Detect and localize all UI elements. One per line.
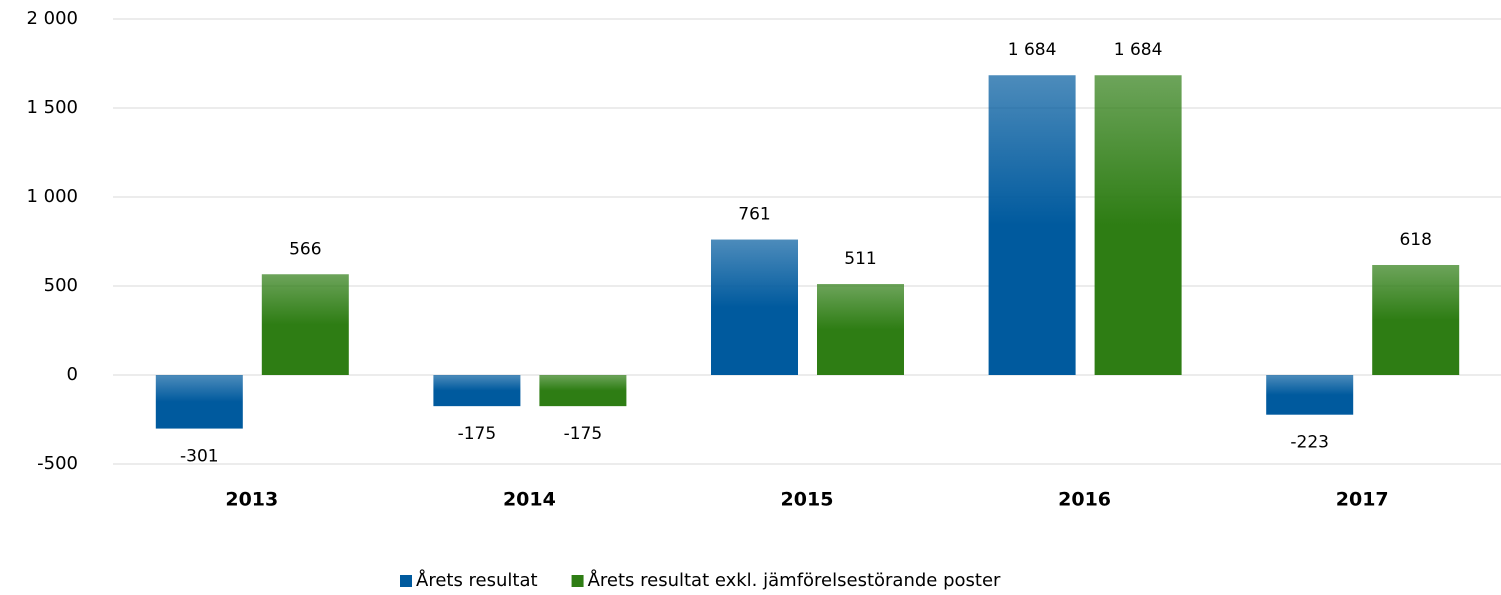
data-label: -175	[564, 424, 603, 444]
data-label: 761	[738, 205, 770, 225]
data-label: 1 684	[1114, 40, 1163, 60]
bar	[1266, 375, 1354, 415]
bar	[1372, 264, 1460, 375]
data-label: 566	[289, 239, 321, 259]
x-tick-label: 2014	[503, 489, 556, 511]
data-label: 1 684	[1008, 40, 1057, 60]
bar	[817, 284, 904, 375]
bar	[155, 375, 243, 429]
data-label: 511	[844, 249, 876, 269]
x-tick-label: 2016	[1058, 489, 1111, 511]
data-label: -301	[180, 447, 219, 467]
y-tick-label: 2 000	[26, 8, 78, 29]
y-tick-label: 0	[67, 364, 78, 385]
legend-swatch	[571, 575, 584, 587]
bar	[539, 375, 627, 407]
bar	[433, 375, 521, 407]
bar	[1094, 75, 1182, 376]
x-tick-label: 2015	[781, 489, 834, 511]
y-tick-label: 1 500	[26, 97, 78, 118]
bar	[988, 75, 1076, 376]
y-tick-label: -500	[37, 453, 78, 474]
x-tick-label: 2013	[225, 489, 278, 511]
data-label: -223	[1290, 433, 1329, 453]
y-tick-label: 500	[44, 275, 78, 296]
data-label: -175	[458, 424, 497, 444]
y-tick-label: 1 000	[26, 186, 78, 207]
legend-swatch	[400, 575, 412, 587]
legend-label: Årets resultat exkl. jämförelsestörande …	[588, 569, 1001, 591]
data-label: 618	[1399, 230, 1431, 250]
x-tick-label: 2017	[1336, 489, 1389, 511]
bar	[261, 274, 349, 375]
legend-label: Årets resultat	[416, 569, 538, 591]
bar	[711, 239, 798, 375]
